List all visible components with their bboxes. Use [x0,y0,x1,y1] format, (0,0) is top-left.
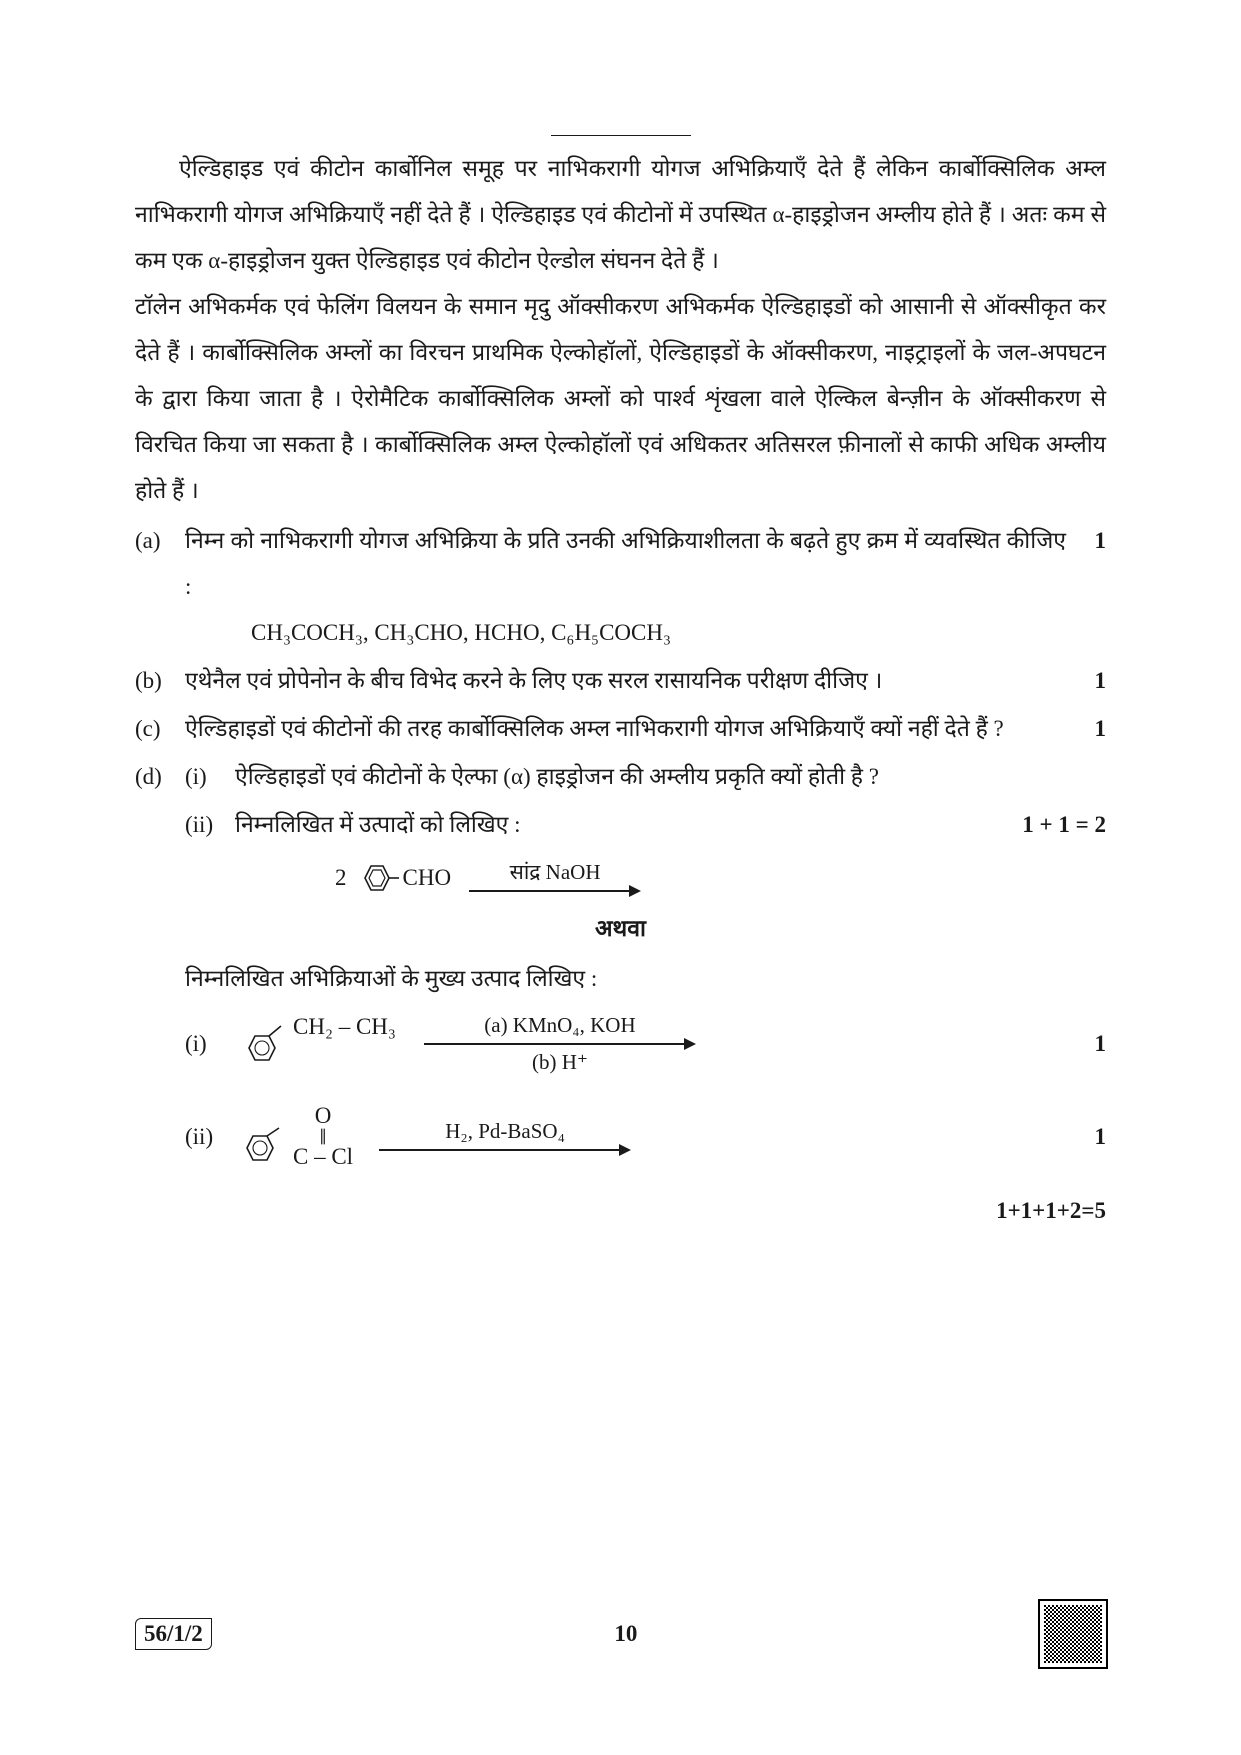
reaction-i-label: (i) [185,1031,235,1057]
reaction-ii-substituent: O ∥ C – Cl [293,1104,353,1169]
question-c-marks: 1 [1066,706,1106,752]
page-number: 10 [614,1621,637,1647]
question-d-i: (d) (i) ऐल्डिहाइडों एवं कीटोनों के ऐल्फा… [135,754,1106,800]
question-a-formula: CH₃COCH₃, CH₃CHO, HCHO, C₆H₅COCH₃ [251,610,1106,656]
reaction-i-marks: 1 [1066,1031,1106,1057]
eq-lhs-coef: 2 [335,865,347,891]
question-d-ii-equation: 2 CHO सांद्र NaOH [335,856,1106,900]
question-b-text: एथेनैल एवं प्रोपेनोन के बीच विभेद करने क… [185,658,1066,704]
page-footer: 56/1/2 10 [0,1601,1241,1667]
arrow-condition: सांद्र NaOH [510,860,601,885]
reaction-i: (i) CH₂ – CH₃ (a) KMnO₄, KOH (b) H⁺ 1 [185,1012,1106,1076]
reaction-arrow: सांद्र NaOH [469,860,641,897]
question-d-ii: (ii) निम्नलिखित में उत्पादों को लिखिए : … [135,802,1106,848]
question-a-text: निम्न को नाभिकरागी योगज अभिक्रिया के प्र… [185,518,1066,610]
alt-heading-row: निम्नलिखित अभिक्रियाओं के मुख्य उत्पाद ल… [135,956,1106,1002]
acyl-o: O [315,1104,332,1128]
paper-code: 56/1/2 [135,1618,212,1650]
or-label: अथवा [135,906,1106,952]
question-b-marks: 1 [1066,658,1106,704]
arrow-cond-top: (a) KMnO₄, KOH [484,1013,635,1038]
question-a: (a) निम्न को नाभिकरागी योगज अभिक्रिया के… [135,518,1106,610]
question-a-marks: 1 [1066,518,1106,564]
benzene-icon [353,856,401,900]
qr-code-icon [1040,1601,1106,1667]
passage-p1: ऐल्डिहाइड एवं कीटोन कार्बोनिल समूह पर ना… [135,146,1106,284]
question-d-i-label: (i) [185,754,235,800]
reaction-arrow: H₂, Pd-BaSO₄ [379,1119,631,1156]
reaction-arrow: (a) KMnO₄, KOH (b) H⁺ [424,1013,696,1075]
question-c: (c) ऐल्डिहाइडों एवं कीटोनों की तरह कार्ब… [135,706,1106,752]
reaction-ii: (ii) O ∥ C – Cl H₂, Pd-BaSO₄ 1 [185,1102,1106,1172]
benzene-icon [235,1012,295,1076]
question-b: (b) एथेनैल एवं प्रोपेनोन के बीच विभेद कर… [135,658,1106,704]
alt-heading: निम्नलिखित अभिक्रियाओं के मुख्य उत्पाद ल… [185,956,1066,1002]
question-d-label: (d) [135,754,185,800]
question-d-ii-marks: 1 + 1 = 2 [996,802,1106,848]
double-bond-icon: ∥ [319,1129,327,1146]
arrow-cond-bot: (b) H⁺ [532,1050,588,1075]
passage-block: ऐल्डिहाइड एवं कीटोन कार्बोनिल समूह पर ना… [135,146,1106,514]
question-a-label: (a) [135,518,185,564]
reaction-i-structure: CH₂ – CH₃ (a) KMnO₄, KOH (b) H⁺ [235,1012,1066,1076]
question-d-ii-label: (ii) [185,802,235,848]
top-rule [551,135,691,136]
reaction-ii-label: (ii) [185,1124,235,1150]
reaction-ii-structure: O ∥ C – Cl H₂, Pd-BaSO₄ [235,1102,1066,1172]
question-c-label: (c) [135,706,185,752]
reaction-ii-marks: 1 [1066,1124,1106,1150]
acyl-c-cl: C – Cl [293,1145,353,1169]
question-b-label: (b) [135,658,185,704]
exam-page: ऐल्डिहाइड एवं कीटोन कार्बोनिल समूह पर ना… [0,0,1241,1755]
reaction-i-substituent: CH₂ – CH₃ [293,1014,396,1040]
passage-p2: टॉलेन अभिकर्मक एवं फेलिंग विलयन के समान … [135,284,1106,514]
arrow-cond-top: H₂, Pd-BaSO₄ [445,1119,565,1144]
total-marks: 1+1+1+2=5 [135,1198,1106,1224]
benzene-icon [235,1102,293,1172]
eq-rhs-cho: CHO [403,865,452,891]
question-d-i-text: ऐल्डिहाइडों एवं कीटोनों के ऐल्फा (α) हाइ… [235,754,1066,800]
question-c-text: ऐल्डिहाइडों एवं कीटोनों की तरह कार्बोक्स… [185,706,1066,752]
question-d-ii-text: निम्नलिखित में उत्पादों को लिखिए : [235,802,996,848]
